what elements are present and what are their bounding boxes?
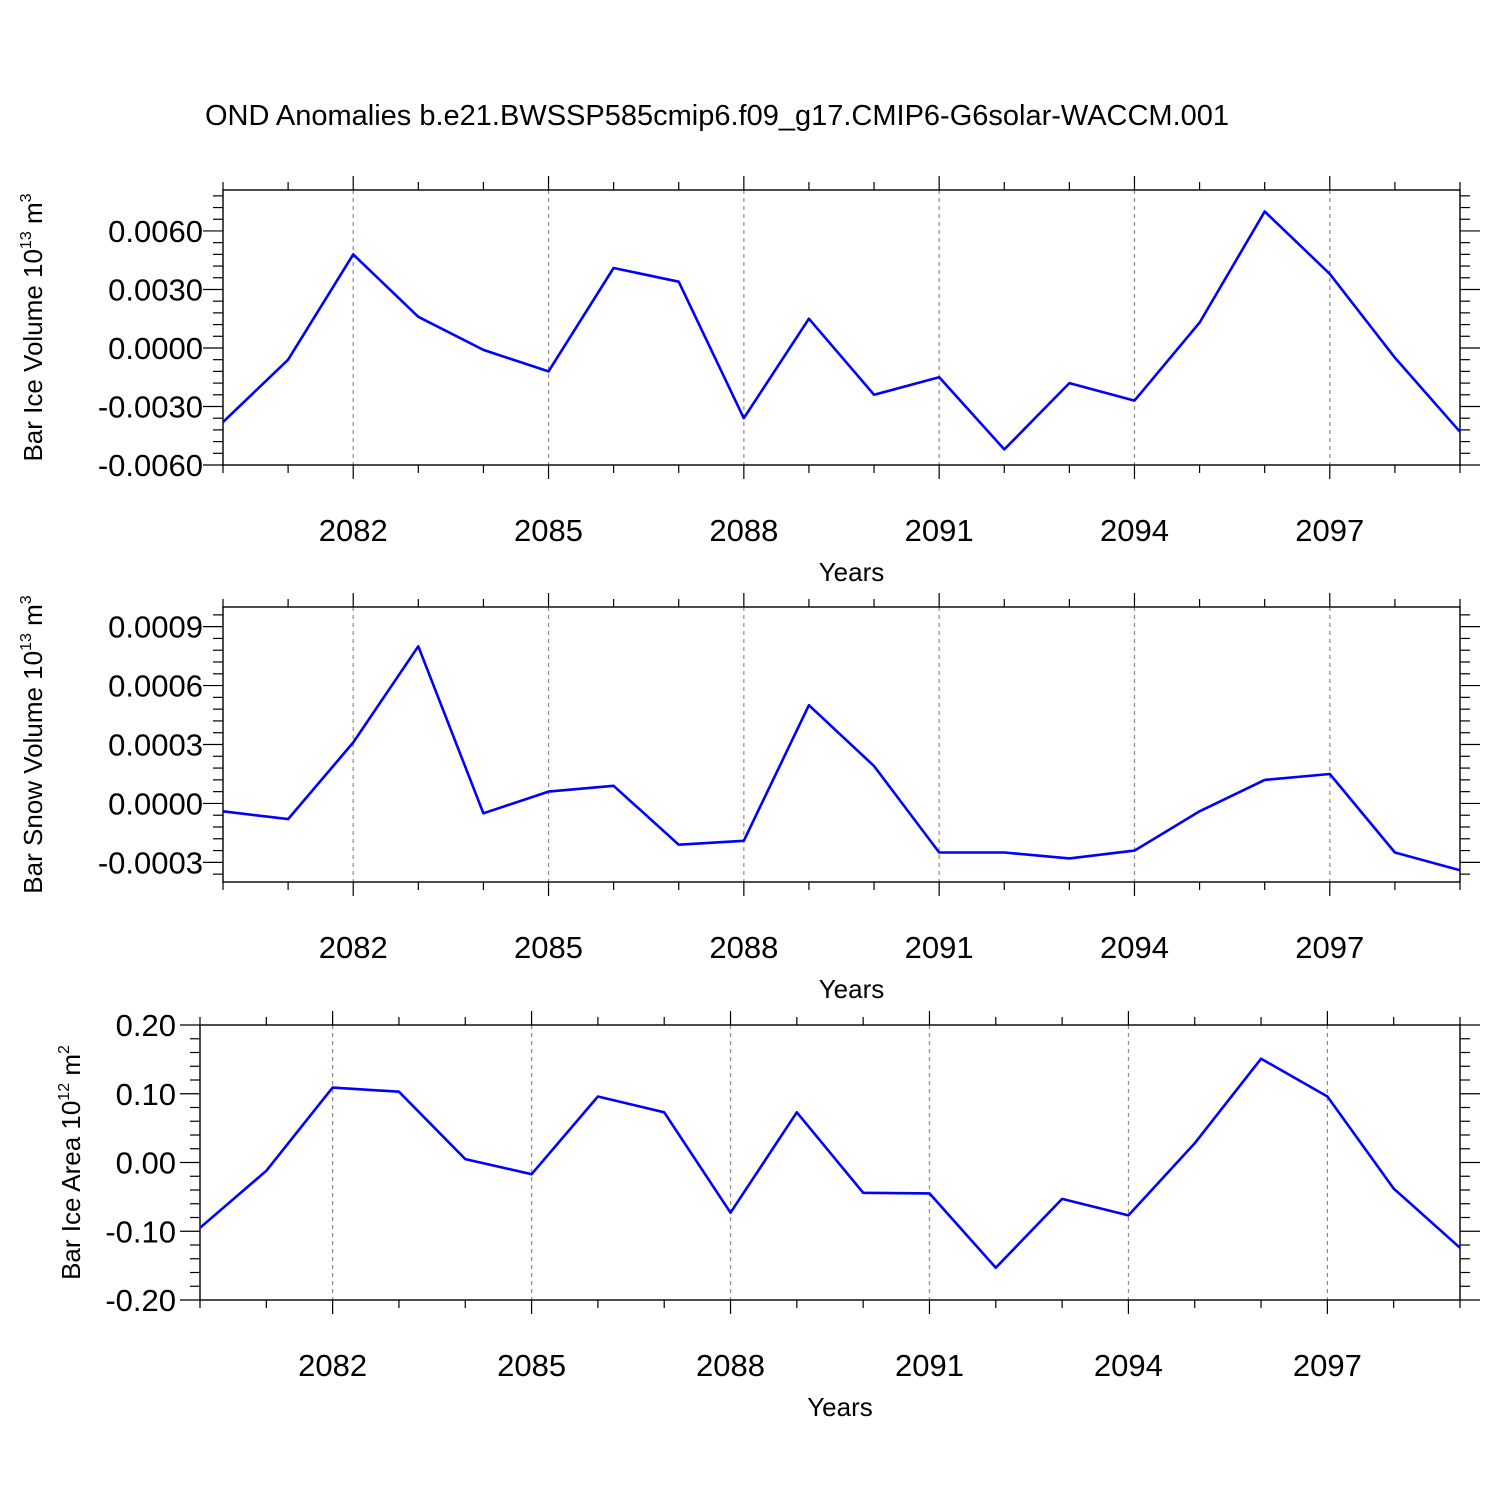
x-axis-label: Years [819, 557, 885, 587]
x-tick-label: 2088 [709, 930, 778, 965]
x-tick-label: 2091 [895, 1348, 964, 1383]
y-tick-label: -0.20 [105, 1283, 176, 1318]
y-tick-label: 0.0000 [108, 331, 203, 366]
x-tick-label: 2088 [696, 1348, 765, 1383]
plot-frame [222, 606, 1461, 883]
x-tick-label: 2091 [905, 930, 974, 965]
x-axis-label: Years [819, 974, 885, 1004]
x-tick-label: 2085 [497, 1348, 566, 1383]
y-tick-label: 0.00 [116, 1146, 176, 1181]
x-tick-label: 2097 [1295, 930, 1364, 965]
x-axis-label: Years [807, 1392, 873, 1422]
x-tick-label: 2088 [709, 513, 778, 548]
x-tick-label: 2097 [1295, 513, 1364, 548]
x-tick-label: 2085 [514, 513, 583, 548]
x-tick-label: 2094 [1094, 1348, 1163, 1383]
y-tick-label: -0.0060 [98, 448, 203, 483]
series-line [222, 644, 1461, 872]
page-title: OND Anomalies b.e21.BWSSP585cmip6.f09_g1… [205, 100, 1230, 132]
x-tick-label: 2094 [1100, 930, 1169, 965]
y-axis-label: Bar Ice Volume 1013 m3 [18, 193, 48, 461]
y-tick-label: 0.0000 [108, 786, 203, 821]
y-tick-label: 0.0009 [108, 610, 203, 645]
y-tick-label: 0.0030 [108, 272, 203, 307]
y-tick-label: -0.10 [105, 1214, 176, 1249]
plot-frame [222, 189, 1461, 466]
y-tick-label: 0.10 [116, 1077, 176, 1112]
x-tick-label: 2082 [319, 513, 388, 548]
x-tick-label: 2091 [905, 513, 974, 548]
y-tick-label: 0.20 [116, 1008, 176, 1043]
y-tick-label: 0.0003 [108, 728, 203, 763]
y-tick-label: -0.0030 [98, 389, 203, 424]
x-tick-label: 2094 [1100, 513, 1169, 548]
x-tick-label: 2085 [514, 930, 583, 965]
x-tick-label: 2082 [298, 1348, 367, 1383]
y-axis-label: Bar Ice Area 1012 m2 [56, 1045, 86, 1280]
y-tick-label: 0.0006 [108, 669, 203, 704]
y-axis-label: Bar Snow Volume 1013 m3 [18, 595, 48, 894]
plot-frame [199, 1024, 1461, 1301]
y-tick-label: 0.0060 [108, 214, 203, 249]
series-line [222, 210, 1461, 451]
series-line [199, 1057, 1461, 1269]
y-tick-label: -0.0003 [98, 845, 203, 880]
x-tick-label: 2097 [1293, 1348, 1362, 1383]
x-tick-label: 2082 [319, 930, 388, 965]
